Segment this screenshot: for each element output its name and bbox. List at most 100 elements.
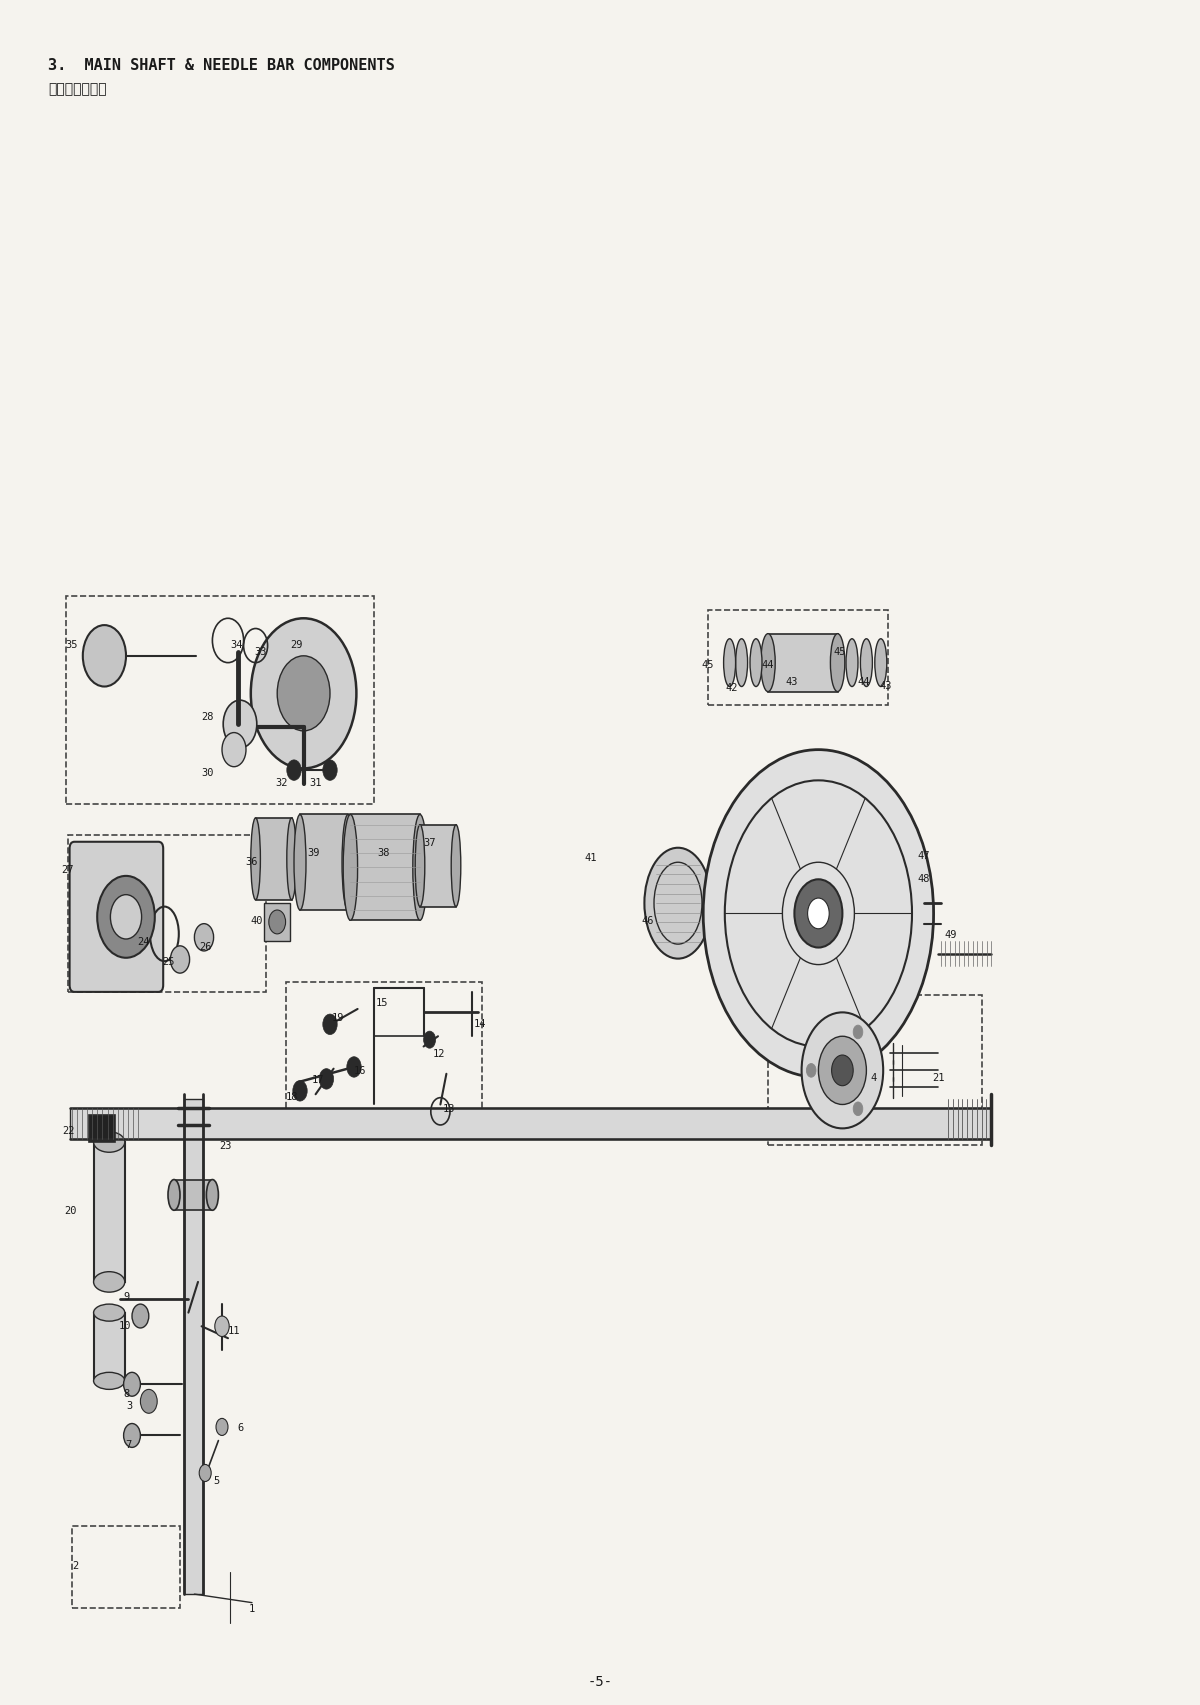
Text: 27: 27 (61, 864, 73, 875)
Text: 19: 19 (332, 1013, 344, 1023)
Circle shape (223, 701, 257, 748)
FancyBboxPatch shape (350, 815, 420, 921)
Text: 29: 29 (290, 639, 302, 650)
Text: 1: 1 (248, 1603, 256, 1613)
FancyBboxPatch shape (184, 1100, 203, 1594)
Ellipse shape (860, 639, 872, 687)
Text: 10: 10 (119, 1320, 131, 1330)
Text: 14: 14 (474, 1018, 486, 1028)
Text: 21: 21 (932, 1072, 944, 1083)
Text: 3: 3 (126, 1400, 133, 1410)
FancyBboxPatch shape (94, 1313, 125, 1381)
Circle shape (170, 946, 190, 974)
FancyBboxPatch shape (420, 825, 456, 907)
Ellipse shape (830, 634, 845, 692)
Circle shape (194, 924, 214, 951)
Ellipse shape (168, 1180, 180, 1211)
Circle shape (199, 1465, 211, 1482)
Ellipse shape (94, 1373, 125, 1390)
Circle shape (818, 1037, 866, 1105)
Ellipse shape (94, 1304, 125, 1321)
Circle shape (794, 880, 842, 948)
Ellipse shape (761, 634, 775, 692)
Circle shape (293, 1081, 307, 1101)
Text: 36: 36 (246, 856, 258, 866)
Circle shape (319, 1069, 334, 1089)
Ellipse shape (415, 825, 425, 907)
Circle shape (832, 1055, 853, 1086)
Text: 45: 45 (834, 646, 846, 656)
Text: 26: 26 (199, 941, 211, 951)
Text: 25: 25 (162, 957, 174, 967)
FancyBboxPatch shape (264, 904, 290, 941)
Text: 38: 38 (378, 847, 390, 858)
Circle shape (347, 1057, 361, 1078)
Circle shape (124, 1373, 140, 1396)
Circle shape (215, 1316, 229, 1337)
Circle shape (251, 619, 356, 769)
Text: 48: 48 (918, 873, 930, 883)
Text: 3.  MAIN SHAFT & NEEDLE BAR COMPONENTS: 3. MAIN SHAFT & NEEDLE BAR COMPONENTS (48, 58, 395, 73)
Text: 5: 5 (212, 1475, 220, 1485)
Circle shape (853, 1103, 863, 1117)
Text: 35: 35 (66, 639, 78, 650)
FancyBboxPatch shape (94, 1142, 125, 1282)
Circle shape (806, 1064, 816, 1078)
Text: 31: 31 (310, 777, 322, 788)
Text: 46: 46 (642, 916, 654, 926)
Text: 20: 20 (65, 1205, 77, 1216)
Circle shape (140, 1390, 157, 1413)
Text: 42: 42 (726, 682, 738, 692)
FancyBboxPatch shape (70, 842, 163, 992)
FancyBboxPatch shape (174, 1180, 212, 1211)
Text: 39: 39 (307, 847, 319, 858)
Text: 34: 34 (230, 639, 242, 650)
Text: 上軸・针棒関係: 上軸・针棒関係 (48, 82, 107, 95)
Text: -5-: -5- (588, 1674, 612, 1688)
Circle shape (222, 733, 246, 767)
Text: 15: 15 (376, 997, 388, 1008)
Ellipse shape (206, 1180, 218, 1211)
Ellipse shape (724, 639, 736, 687)
Text: 17: 17 (312, 1074, 324, 1084)
Text: 8: 8 (122, 1388, 130, 1398)
Text: 28: 28 (202, 711, 214, 721)
Circle shape (269, 910, 286, 934)
Ellipse shape (294, 815, 306, 910)
Text: 9: 9 (122, 1291, 130, 1301)
FancyBboxPatch shape (300, 815, 348, 910)
Text: 45: 45 (702, 660, 714, 670)
Ellipse shape (342, 815, 354, 910)
Text: 23: 23 (220, 1141, 232, 1151)
Ellipse shape (846, 639, 858, 687)
Ellipse shape (875, 639, 887, 687)
Circle shape (97, 876, 155, 958)
Text: 41: 41 (584, 852, 596, 863)
Text: 24: 24 (138, 936, 150, 946)
Text: 32: 32 (276, 777, 288, 788)
Text: 47: 47 (918, 851, 930, 861)
Ellipse shape (750, 639, 762, 687)
Circle shape (802, 1013, 883, 1129)
Circle shape (287, 760, 301, 781)
Circle shape (808, 899, 829, 929)
Circle shape (124, 1424, 140, 1448)
Text: 37: 37 (424, 837, 436, 847)
Ellipse shape (709, 924, 731, 972)
Circle shape (132, 1304, 149, 1328)
Text: 44: 44 (762, 660, 774, 670)
FancyBboxPatch shape (89, 1115, 115, 1142)
Circle shape (216, 1419, 228, 1436)
Circle shape (277, 656, 330, 731)
Circle shape (323, 760, 337, 781)
Text: 2: 2 (72, 1560, 79, 1570)
Text: 12: 12 (433, 1049, 445, 1059)
Text: 4: 4 (870, 1072, 877, 1083)
Text: 18: 18 (286, 1091, 298, 1101)
Text: 43: 43 (786, 677, 798, 687)
Text: 6: 6 (236, 1422, 244, 1432)
Ellipse shape (94, 1272, 125, 1292)
Text: 22: 22 (62, 1125, 74, 1136)
Text: 16: 16 (354, 1066, 366, 1076)
Text: 49: 49 (944, 929, 956, 939)
